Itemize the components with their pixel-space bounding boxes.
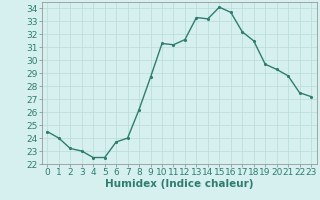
X-axis label: Humidex (Indice chaleur): Humidex (Indice chaleur) <box>105 179 253 189</box>
